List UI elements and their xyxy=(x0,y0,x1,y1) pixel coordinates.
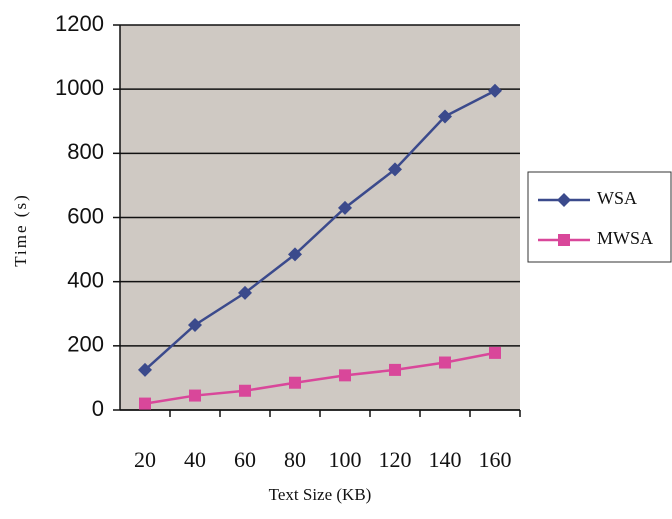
point xyxy=(139,398,151,410)
y-tick-label: 600 xyxy=(67,203,104,228)
x-tick-label: 140 xyxy=(429,447,462,472)
x-tick-label: 40 xyxy=(184,447,206,472)
chart: Time (s) Text Size (KB) 0 200 400 600 800 100… xyxy=(0,0,672,519)
point xyxy=(339,369,351,381)
point xyxy=(189,390,201,402)
x-axis-label: Text Size (KB) xyxy=(269,485,372,504)
x-tick-label: 80 xyxy=(284,447,306,472)
x-tick-label: 160 xyxy=(479,447,512,472)
point xyxy=(389,364,401,376)
point xyxy=(289,377,301,389)
y-tick-label: 200 xyxy=(67,332,104,357)
point xyxy=(489,347,501,359)
y-tick-label: 400 xyxy=(67,267,104,292)
x-tick-label: 20 xyxy=(134,447,156,472)
legend-marker xyxy=(558,234,570,246)
x-tick-label: 60 xyxy=(234,447,256,472)
y-axis-label: Time (s) xyxy=(11,193,30,266)
legend-label: WSA xyxy=(597,188,637,208)
x-tick-label: 120 xyxy=(379,447,412,472)
legend-label: MWSA xyxy=(597,228,653,248)
y-tick-label: 1000 xyxy=(55,75,104,100)
y-tick-label: 1200 xyxy=(55,11,104,36)
x-tick-label: 100 xyxy=(329,447,362,472)
page: {"chart_data": {"type": "line", "x_label… xyxy=(0,0,672,519)
y-tick-label: 800 xyxy=(67,139,104,164)
point xyxy=(439,357,451,369)
y-tick-label: 0 xyxy=(92,396,104,421)
legend xyxy=(528,172,671,262)
point xyxy=(239,385,251,397)
